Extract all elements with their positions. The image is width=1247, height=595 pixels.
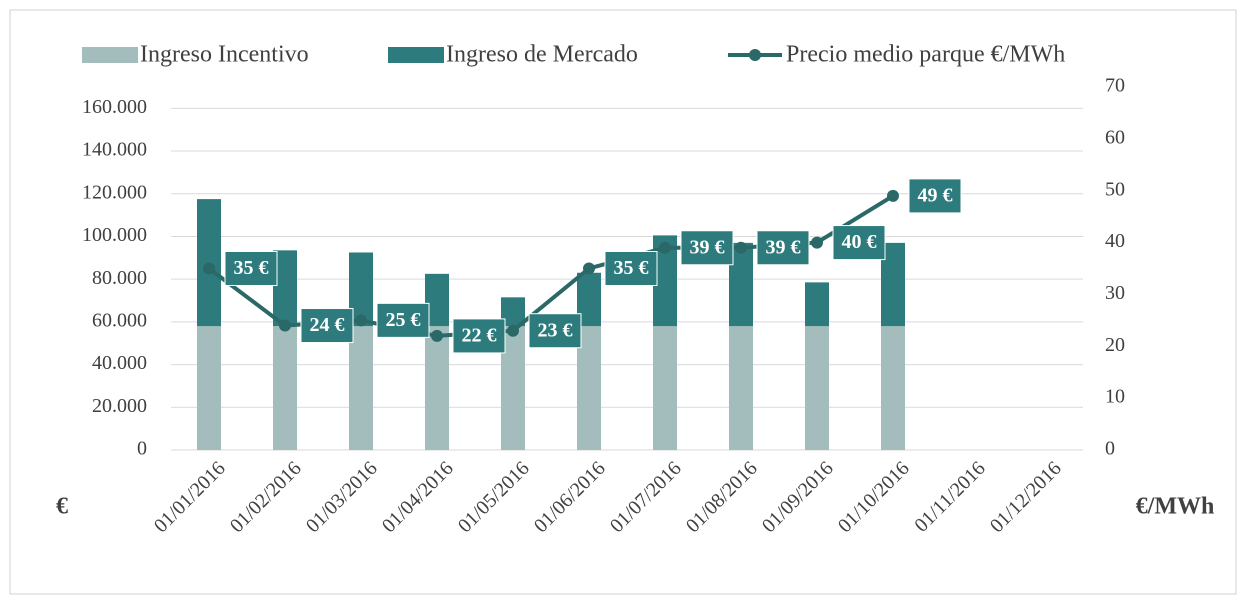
data-label-box: [756, 230, 810, 266]
data-label: 35 €: [614, 257, 649, 279]
data-label: 35 €: [234, 257, 269, 279]
line-marker: [203, 262, 215, 275]
line-marker: [431, 329, 443, 342]
y2-tick-label: 70: [1105, 75, 1125, 97]
data-label: 25 €: [386, 309, 421, 331]
data-label: 49 €: [918, 184, 953, 206]
y-axis-label: €: [56, 494, 68, 520]
data-label-box: [452, 318, 506, 354]
y2-tick-label: 0: [1105, 438, 1115, 460]
data-label-box: [376, 302, 430, 338]
y-tick-label: 140.000: [82, 139, 147, 161]
line-marker: [355, 314, 367, 327]
y2-tick-label: 60: [1105, 126, 1125, 148]
y2-tick-label: 30: [1105, 282, 1125, 304]
data-label-box: [680, 230, 734, 266]
data-label-box: [604, 251, 658, 286]
legend-swatch: [388, 47, 444, 63]
line-marker: [279, 319, 291, 332]
data-label-box: [224, 251, 278, 286]
bar: [881, 326, 905, 450]
line-marker: [811, 236, 823, 249]
legend-label: Ingreso de Mercado: [446, 42, 638, 68]
y-tick-label: 100.000: [82, 224, 147, 246]
bar: [805, 282, 829, 327]
y-tick-label: 0: [137, 438, 147, 460]
line-marker: [659, 241, 671, 254]
bar: [273, 326, 297, 450]
y-tick-label: 60.000: [92, 309, 147, 331]
y-tick-label: 160.000: [82, 96, 147, 118]
y-tick-label: 120.000: [82, 181, 147, 203]
line-marker: [735, 241, 747, 254]
line-marker: [507, 324, 519, 337]
y2-tick-label: 50: [1105, 178, 1125, 200]
bar: [805, 326, 829, 450]
data-label: 24 €: [310, 314, 345, 336]
line-marker: [887, 189, 899, 202]
data-label-box: [300, 308, 354, 344]
data-label: 22 €: [462, 325, 497, 347]
y-tick-label: 40.000: [92, 352, 147, 374]
legend-swatch: [749, 49, 761, 61]
y2-tick-label: 10: [1105, 386, 1125, 408]
data-label: 40 €: [842, 231, 877, 253]
line-marker: [583, 262, 595, 275]
bar: [425, 326, 449, 450]
legend-label: Precio medio parque €/MWh: [786, 42, 1065, 68]
legend-swatch: [82, 47, 138, 63]
bar: [729, 326, 753, 450]
data-label: 39 €: [690, 236, 725, 258]
bar: [349, 326, 373, 450]
y-tick-label: 20.000: [92, 395, 147, 417]
y2-tick-label: 20: [1105, 334, 1125, 356]
y2-axis-label: €/MWh: [1136, 494, 1215, 520]
bar: [197, 326, 221, 450]
data-label: 39 €: [766, 236, 801, 258]
y2-tick-label: 40: [1105, 230, 1125, 252]
bar: [653, 326, 677, 450]
data-label: 23 €: [538, 319, 573, 341]
data-label-box: [908, 178, 962, 214]
data-label-box: [832, 225, 886, 261]
legend-label: Ingreso Incentivo: [140, 42, 309, 68]
y-tick-label: 80.000: [92, 267, 147, 289]
data-label-box: [528, 313, 582, 349]
